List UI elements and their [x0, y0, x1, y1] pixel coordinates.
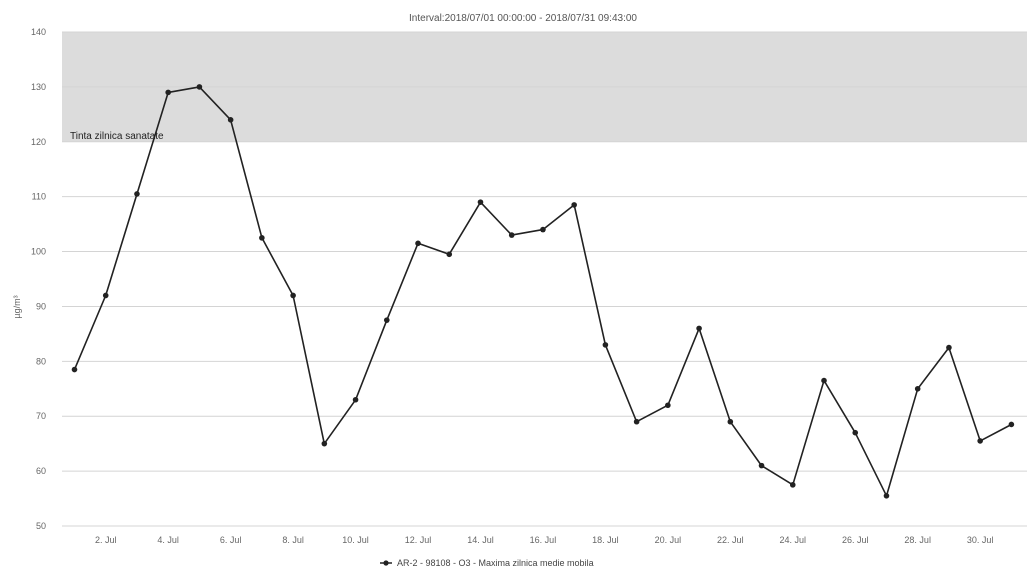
- data-point[interactable]: [852, 429, 859, 436]
- data-point[interactable]: [508, 232, 515, 238]
- x-tick-label: 14. Jul: [467, 535, 494, 545]
- y-axis-label: µg/m³: [12, 295, 22, 318]
- y-tick-label: 130: [31, 82, 46, 92]
- data-point[interactable]: [727, 418, 734, 425]
- y-tick-label: 50: [36, 521, 46, 531]
- x-tick-label: 18. Jul: [592, 535, 619, 545]
- data-point[interactable]: [352, 396, 359, 403]
- data-point[interactable]: [789, 482, 796, 488]
- x-tick-label: 8. Jul: [282, 535, 304, 545]
- data-point[interactable]: [571, 202, 577, 208]
- data-point[interactable]: [883, 493, 890, 499]
- y-tick-label: 70: [36, 411, 46, 421]
- x-tick-label: 20. Jul: [655, 535, 682, 545]
- y-tick-label: 80: [36, 356, 46, 366]
- data-point[interactable]: [71, 366, 78, 373]
- x-tick-label: 30. Jul: [967, 535, 994, 545]
- y-tick-label: 140: [31, 27, 46, 37]
- x-tick-label: 10. Jul: [342, 535, 369, 545]
- data-point[interactable]: [415, 240, 421, 247]
- data-point[interactable]: [477, 199, 484, 205]
- data-point[interactable]: [665, 402, 671, 409]
- data-point[interactable]: [165, 89, 171, 96]
- legend[interactable]: AR-2 - 98108 - O3 - Maxima zilnica medie…: [380, 558, 594, 568]
- data-point[interactable]: [540, 226, 546, 233]
- data-point[interactable]: [383, 317, 390, 323]
- data-point[interactable]: [446, 251, 453, 258]
- y-tick-label: 90: [36, 301, 46, 311]
- data-point[interactable]: [821, 377, 827, 384]
- legend-series-label: AR-2 - 98108 - O3 - Maxima zilnica medie…: [397, 558, 594, 568]
- x-tick-label: 6. Jul: [220, 535, 242, 545]
- x-tick-label: 16. Jul: [530, 535, 557, 545]
- legend-point-marker: [383, 560, 389, 566]
- data-point[interactable]: [914, 385, 921, 392]
- x-tick-label: 2. Jul: [95, 535, 117, 545]
- x-tick-label: 26. Jul: [842, 535, 869, 545]
- x-tick-label: 22. Jul: [717, 535, 744, 545]
- data-point[interactable]: [758, 462, 765, 469]
- series-line: [73, 86, 1012, 497]
- y-tick-label: 110: [32, 192, 46, 202]
- y-tick-label: 60: [36, 466, 46, 476]
- x-tick-label: 12. Jul: [405, 535, 432, 545]
- y-tick-label: 120: [31, 137, 46, 147]
- data-point[interactable]: [1008, 421, 1015, 428]
- data-point[interactable]: [602, 342, 609, 348]
- data-point[interactable]: [102, 292, 109, 299]
- data-point[interactable]: [259, 235, 265, 241]
- y-tick-label: 100: [31, 247, 46, 257]
- data-point[interactable]: [227, 117, 234, 123]
- plot-area: 50 60 70 80 90 100 110 120 130 140 Tinta zilnica s…: [31, 27, 1027, 545]
- data-point[interactable]: [633, 418, 640, 425]
- plot-band-label: Tinta zilnica sanatate: [70, 131, 164, 142]
- x-tick-label: 28. Jul: [904, 535, 931, 545]
- x-tick-label: 24. Jul: [780, 535, 807, 545]
- data-point[interactable]: [134, 191, 140, 197]
- data-point[interactable]: [946, 344, 952, 351]
- chart-title: Interval:2018/07/01 00:00:00 - 2018/07/3…: [409, 13, 637, 24]
- x-tick-label: 4. Jul: [157, 535, 179, 545]
- data-point[interactable]: [977, 438, 983, 444]
- data-point[interactable]: [290, 292, 296, 299]
- data-point[interactable]: [196, 84, 203, 90]
- data-point[interactable]: [321, 440, 328, 447]
- data-point[interactable]: [696, 325, 702, 332]
